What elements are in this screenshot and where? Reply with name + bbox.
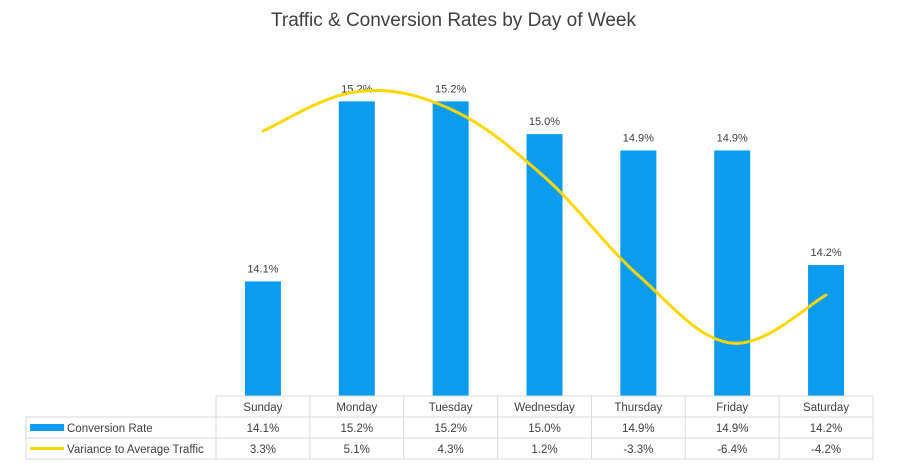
table-cell-conversion-rate: 15.0% [528,423,561,435]
category-label: Tuesday [429,402,473,414]
table-cell-conversion-rate: 14.9% [716,423,749,435]
legend-key-conversion-rate [30,424,64,431]
bar-label-friday: 14.9% [717,132,748,144]
legend-label-variance: Variance to Average Traffic [67,444,204,456]
bar-monday [338,101,375,397]
table-cell-conversion-rate: 15.2% [340,423,373,435]
table-cell-conversion-rate: 14.9% [622,423,655,435]
bar-tuesday [432,101,469,397]
table-cell-variance: 1.2% [531,444,557,456]
line-layer [261,89,828,345]
bar-thursday [620,150,657,396]
chart-title: Traffic & Conversion Rates by Day of Wee… [270,10,637,31]
table-cell-variance: 5.1% [344,444,370,456]
category-label: Saturday [803,402,849,414]
table-cell-variance: 3.3% [250,444,276,456]
bar-saturday [808,265,845,396]
category-label: Thursday [614,402,662,414]
bar-label-sunday: 14.1% [247,263,278,275]
bar-wednesday [526,134,563,396]
bar-label-tuesday: 15.2% [435,83,466,95]
category-label: Friday [716,402,748,414]
table-cell-conversion-rate: 15.2% [434,423,467,435]
table-cell-variance: -4.2% [811,444,841,456]
data-table: Sunday Monday Tuesday Wednesday Thursday Frid… [25,395,874,460]
bar-label-thursday: 14.9% [623,132,654,144]
bar-friday [714,150,751,396]
table-cell-conversion-rate: 14.2% [810,423,843,435]
category-label: Wednesday [514,402,575,414]
table-cell-conversion-rate: 14.1% [247,423,280,435]
bars-layer: 14.1%15.2% 15.2%15.0%14.9% 14.9%14.2% [244,83,845,397]
legend-label-conversion-rate: Conversion Rate [67,423,153,435]
traffic-variance-line [261,89,828,345]
table-cell-variance: -3.3% [623,444,653,456]
bar-label-wednesday: 15.0% [529,116,560,128]
bar-label-saturday: 14.2% [810,247,841,259]
table-cell-variance: -6.4% [717,444,747,456]
category-label: Monday [336,402,377,414]
table-cell-variance: 4.3% [438,444,464,456]
category-label: Sunday [243,402,282,414]
bar-sunday [244,281,281,396]
